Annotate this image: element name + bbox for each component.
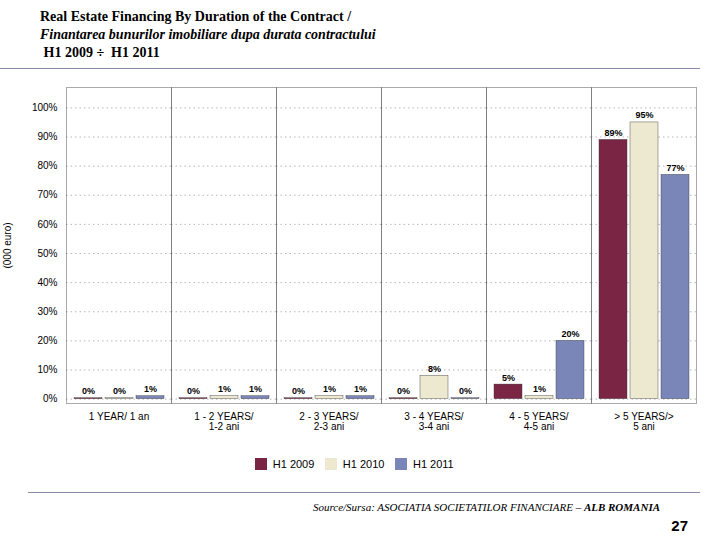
- svg-text:1%: 1%: [533, 384, 546, 394]
- svg-text:0%: 0%: [43, 393, 58, 404]
- svg-text:60%: 60%: [37, 219, 57, 230]
- svg-text:95%: 95%: [635, 110, 653, 120]
- html-text:Source/Sursa: ASOCIATIA SOCIET: Source/Sursa: ASOCIATIA SOCIETATILOR FIN…: [312, 500, 660, 513]
- svg-text:0%: 0%: [292, 386, 305, 396]
- svg-text:2 - 3 YEARS/2-3 ani: 2 - 3 YEARS/2-3 ani: [299, 411, 359, 432]
- svg-text:1%: 1%: [323, 384, 336, 394]
- html-text:H1 2011: H1 2011: [413, 457, 454, 470]
- svg-text:20%: 20%: [561, 329, 579, 339]
- svg-text:1 YEAR/ 1 an: 1 YEAR/ 1 an: [89, 411, 149, 422]
- svg-text:70%: 70%: [37, 189, 57, 200]
- svg-text:10%: 10%: [37, 364, 57, 375]
- svg-text:90%: 90%: [37, 131, 57, 142]
- svg-text:0%: 0%: [82, 386, 95, 396]
- svg-text:80%: 80%: [37, 160, 57, 171]
- html-text:H1 2010: H1 2010: [342, 457, 385, 470]
- svg-text:50%: 50%: [37, 248, 57, 259]
- svg-text:(000 euro): (000 euro): [2, 222, 13, 268]
- svg-text:1%: 1%: [144, 384, 157, 394]
- html-text:H1 2009: H1 2009: [272, 457, 315, 470]
- svg-text:89%: 89%: [604, 128, 622, 138]
- svg-text:8%: 8%: [428, 364, 441, 374]
- svg-text:0%: 0%: [113, 386, 126, 396]
- html-text:Finantarea bunurilor imobiliar: Finantarea bunurilor imobiliare dupa dur…: [40, 27, 376, 42]
- svg-text:30%: 30%: [37, 306, 57, 317]
- svg-text:1%: 1%: [218, 384, 231, 394]
- html-text:Real Estate Financing By Durat: Real Estate Financing By Duration of the…: [40, 9, 352, 24]
- svg-text:5%: 5%: [502, 373, 515, 383]
- svg-text:1%: 1%: [249, 384, 262, 394]
- svg-text:4 - 5 YEARS/4-5 ani: 4 - 5 YEARS/4-5 ani: [509, 411, 569, 432]
- svg-text:0%: 0%: [459, 386, 472, 396]
- svg-text:20%: 20%: [37, 335, 57, 346]
- svg-text:77%: 77%: [666, 163, 684, 173]
- html-text:H1 2009 ÷ H1 2011: H1 2009 ÷ H1 2011: [40, 45, 160, 60]
- svg-text:40%: 40%: [37, 277, 57, 288]
- svg-text:1%: 1%: [354, 384, 367, 394]
- svg-text:0%: 0%: [397, 386, 410, 396]
- svg-text:1 - 2 YEARS/1-2 ani: 1 - 2 YEARS/1-2 ani: [194, 411, 254, 432]
- svg-text:> 5 YEARS/>5 ani: > 5 YEARS/>5 ani: [614, 411, 673, 432]
- html-text:27: 27: [671, 516, 688, 534]
- svg-text:3 - 4 YEARS/3-4 ani: 3 - 4 YEARS/3-4 ani: [404, 411, 464, 432]
- svg-text:0%: 0%: [187, 386, 200, 396]
- svg-text:100%: 100%: [32, 102, 58, 113]
